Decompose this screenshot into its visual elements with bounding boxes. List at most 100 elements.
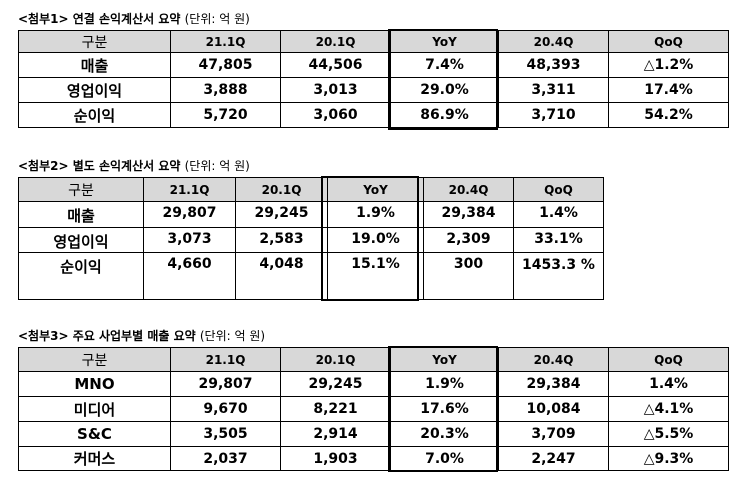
cell-20-4q: 2,247 (498, 446, 609, 471)
cell-qoq: △9.3% (608, 446, 729, 471)
header-20-4q: 20.4Q (423, 177, 514, 202)
table-row: 영업이익 3,888 3,013 29.0% 3,311 17.4% (18, 77, 729, 103)
cell-21-1q: 2,037 (170, 446, 281, 471)
table3-title: <첨부3> 주요 사업부별 매출 요약 (18, 329, 196, 343)
cell-20-1q: 2,583 (235, 227, 328, 253)
header-yoy: YoY (390, 347, 499, 372)
table-row: MNO 29,807 29,245 1.9% 29,384 1.4% (18, 371, 729, 397)
cell-20-1q: 44,506 (280, 52, 391, 78)
header-category: 구분 (18, 347, 171, 372)
table-row: 매출 47,805 44,506 7.4% 48,393 △1.2% (18, 52, 729, 78)
separate-income-table: 구분 21.1Q 20.1Q YoY 20.4Q QoQ 매출 29,807 2… (18, 177, 604, 300)
cell-20-4q: 48,393 (498, 52, 609, 78)
cell-20-4q: 29,384 (423, 201, 514, 228)
header-20-4q: 20.4Q (498, 347, 609, 372)
cell-qoq: 1453.3 % (513, 252, 604, 300)
header-20-1q: 20.1Q (280, 30, 391, 53)
table1-unit: (단위: 억 원) (184, 12, 250, 26)
cell-qoq: △5.5% (608, 421, 729, 447)
table1-header-row: 구분 21.1Q 20.1Q YoY 20.4Q QoQ (18, 30, 729, 53)
consolidated-income-table: 구분 21.1Q 20.1Q YoY 20.4Q QoQ 매출 47,805 4… (18, 30, 729, 128)
table2-title: <첨부2> 별도 손익계산서 요약 (18, 159, 181, 173)
cell-20-1q: 29,245 (280, 371, 391, 397)
cell-yoy: 15.1% (327, 252, 424, 300)
cell-qoq: 17.4% (608, 77, 729, 103)
cell-21-1q: 3,505 (170, 421, 281, 447)
cell-20-4q: 3,311 (498, 77, 609, 103)
header-category: 구분 (18, 30, 171, 53)
header-20-4q: 20.4Q (498, 30, 609, 53)
segment-revenue-table: 구분 21.1Q 20.1Q YoY 20.4Q QoQ MNO 29,807 … (18, 347, 729, 471)
row-label: 미디어 (18, 396, 171, 422)
cell-yoy: 86.9% (390, 102, 499, 128)
cell-yoy: 20.3% (390, 421, 499, 447)
cell-20-1q: 1,903 (280, 446, 391, 471)
table-row: 순이익 5,720 3,060 86.9% 3,710 54.2% (18, 102, 729, 128)
header-qoq: QoQ (608, 30, 729, 53)
cell-20-1q: 29,245 (235, 201, 328, 228)
header-21-1q: 21.1Q (170, 347, 281, 372)
header-21-1q: 21.1Q (143, 177, 236, 202)
cell-qoq: 54.2% (608, 102, 729, 128)
cell-20-1q: 4,048 (235, 252, 328, 300)
row-label: 매출 (18, 201, 144, 228)
table3-caption: <첨부3> 주요 사업부별 매출 요약 (단위: 억 원) (18, 327, 265, 344)
table3-header-row: 구분 21.1Q 20.1Q YoY 20.4Q QoQ (18, 347, 729, 372)
cell-20-4q: 3,709 (498, 421, 609, 447)
row-label: MNO (18, 371, 171, 397)
header-yoy: YoY (327, 177, 424, 202)
cell-21-1q: 3,888 (170, 77, 281, 103)
table2-caption: <첨부2> 별도 손익계산서 요약 (단위: 억 원) (18, 157, 250, 174)
table-row: 순이익 4,660 4,048 15.1% 300 1453.3 % (18, 252, 604, 300)
row-label: 순이익 (18, 102, 171, 128)
table-row: 매출 29,807 29,245 1.9% 29,384 1.4% (18, 201, 604, 228)
table-row: 커머스 2,037 1,903 7.0% 2,247 △9.3% (18, 446, 729, 471)
cell-20-4q: 300 (423, 252, 514, 300)
row-label: 매출 (18, 52, 171, 78)
header-category: 구분 (18, 177, 144, 202)
cell-yoy: 7.4% (390, 52, 499, 78)
cell-20-1q: 2,914 (280, 421, 391, 447)
cell-20-4q: 10,084 (498, 396, 609, 422)
cell-21-1q: 9,670 (170, 396, 281, 422)
cell-qoq: △4.1% (608, 396, 729, 422)
cell-20-1q: 3,013 (280, 77, 391, 103)
cell-21-1q: 4,660 (143, 252, 236, 300)
cell-20-4q: 3,710 (498, 102, 609, 128)
table2-unit: (단위: 억 원) (184, 159, 250, 173)
cell-yoy: 17.6% (390, 396, 499, 422)
header-20-1q: 20.1Q (235, 177, 328, 202)
cell-yoy: 19.0% (327, 227, 424, 253)
row-label: 순이익 (18, 252, 144, 300)
cell-yoy: 7.0% (390, 446, 499, 471)
cell-21-1q: 5,720 (170, 102, 281, 128)
cell-21-1q: 29,807 (170, 371, 281, 397)
row-label: 커머스 (18, 446, 171, 471)
header-20-1q: 20.1Q (280, 347, 391, 372)
cell-20-4q: 2,309 (423, 227, 514, 253)
header-qoq: QoQ (608, 347, 729, 372)
header-21-1q: 21.1Q (170, 30, 281, 53)
cell-qoq: 33.1% (513, 227, 604, 253)
cell-yoy: 29.0% (390, 77, 499, 103)
table-row: 영업이익 3,073 2,583 19.0% 2,309 33.1% (18, 227, 604, 253)
cell-20-1q: 3,060 (280, 102, 391, 128)
row-label: 영업이익 (18, 227, 144, 253)
cell-20-1q: 8,221 (280, 396, 391, 422)
header-qoq: QoQ (513, 177, 604, 202)
table-row: 미디어 9,670 8,221 17.6% 10,084 △4.1% (18, 396, 729, 422)
header-yoy: YoY (390, 30, 499, 53)
cell-21-1q: 47,805 (170, 52, 281, 78)
row-label: 영업이익 (18, 77, 171, 103)
cell-21-1q: 29,807 (143, 201, 236, 228)
cell-qoq: 1.4% (513, 201, 604, 228)
table-row: S&C 3,505 2,914 20.3% 3,709 △5.5% (18, 421, 729, 447)
table3-unit: (단위: 억 원) (199, 329, 266, 343)
cell-20-4q: 29,384 (498, 371, 609, 397)
table2-header-row: 구분 21.1Q 20.1Q YoY 20.4Q QoQ (18, 177, 604, 202)
cell-yoy: 1.9% (390, 371, 499, 397)
table1-caption: <첨부1> 연결 손익계산서 요약 (단위: 억 원) (18, 10, 250, 27)
cell-qoq: △1.2% (608, 52, 729, 78)
row-label: S&C (18, 421, 171, 447)
cell-yoy: 1.9% (327, 201, 424, 228)
